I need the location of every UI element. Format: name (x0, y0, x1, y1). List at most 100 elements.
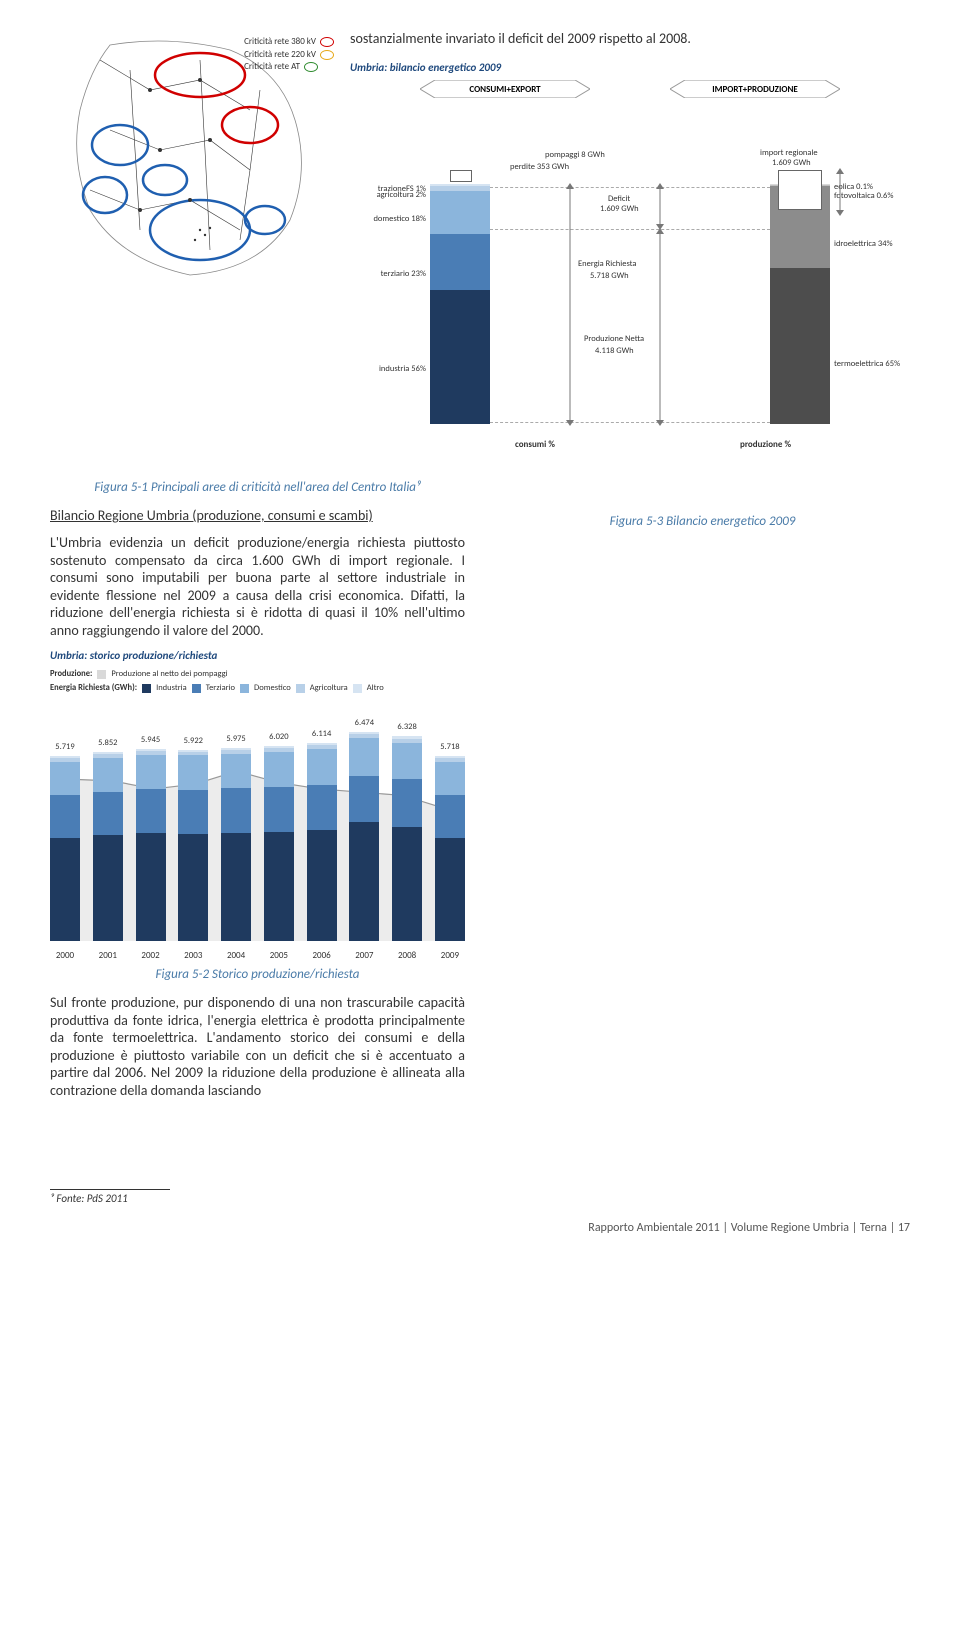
bar-value-2000: 5.719 (50, 742, 80, 752)
bar-seg (136, 833, 166, 941)
bar-seg (50, 838, 80, 942)
bar-2001: 5.852 (93, 752, 123, 941)
bar-seg (50, 795, 80, 838)
intro-paragraph: sostanzialmente invariato il deficit del… (350, 30, 910, 47)
xaxis-2009: 2009 (435, 950, 465, 961)
oval-icon (304, 62, 318, 72)
fig51-caption: Figura 5-1 Principali aree di criticità … (50, 480, 465, 495)
consumi-seg-domestico (430, 191, 490, 234)
label-energia-richiesta: Energia Richiesta (578, 259, 637, 269)
bar-value-2006: 6.114 (307, 729, 337, 739)
label-importreg-val: 1.609 GWh (772, 158, 811, 168)
bar-seg (264, 787, 294, 832)
caption-consumi: consumi % (515, 439, 555, 450)
sq-icon (192, 684, 201, 693)
bar-2006: 6.114 (307, 743, 337, 941)
perdite-box (450, 170, 472, 182)
bar-seg (93, 758, 123, 792)
label-agricoltura: agricoltura 2% (350, 190, 426, 200)
bar-value-2008: 6.328 (392, 722, 422, 732)
xaxis-2001: 2001 (93, 950, 123, 961)
label-energia-richiesta-val: 5.718 GWh (590, 271, 629, 281)
bar-value-2001: 5.852 (93, 738, 123, 748)
sq-icon (240, 684, 249, 693)
bar-seg (178, 755, 208, 789)
bar-seg (349, 822, 379, 941)
bar-seg (221, 788, 251, 832)
xaxis-2002: 2002 (136, 950, 166, 961)
bar-value-2003: 5.922 (178, 736, 208, 746)
arrow-import (833, 168, 847, 216)
bar-seg (307, 749, 337, 785)
consumi-seg-terziario (430, 234, 490, 289)
label-terziario: terziario 23% (350, 269, 426, 279)
label-produzione-netta: Produzione Netta (584, 334, 644, 344)
bar-seg (221, 833, 251, 941)
label-perdite: perdite 353 GWh (510, 162, 569, 172)
legend-produzione: Produzione: Produzione al netto dei pomp… (50, 668, 465, 682)
consumi-triangle: CONSUMI+EXPORT (420, 80, 590, 98)
sq-icon (296, 684, 305, 693)
label-deficit-val: 1.609 GWh (600, 204, 639, 214)
storico-block: Umbria: storico produzione/richiesta Pro… (50, 649, 465, 961)
top-section: Criticità rete 380 kV Criticità rete 220… (50, 30, 910, 454)
bar-seg (136, 789, 166, 833)
bar-seg (307, 830, 337, 941)
oval-icon (320, 37, 334, 47)
storico-bars: 5.7195.8525.9455.9225.9756.0206.1146.474… (50, 721, 465, 941)
bar-2003: 5.922 (178, 750, 208, 942)
right-top-column: sostanzialmente invariato il deficit del… (350, 30, 910, 454)
bilancio-heading: Bilancio Regione Umbria (produzione, con… (50, 507, 465, 524)
body-columns: Figura 5-1 Principali aree di criticità … (50, 474, 910, 1109)
bar-seg (392, 779, 422, 826)
bar-seg (93, 792, 123, 836)
legend-380-label: Criticità rete 380 kV (244, 36, 316, 49)
label-deficit: Deficit (608, 194, 630, 204)
bar-seg (178, 834, 208, 941)
bar-seg (178, 790, 208, 834)
oval-icon (320, 50, 334, 60)
xaxis-2000: 2000 (50, 950, 80, 961)
arrow-prodnetta (653, 228, 667, 426)
label-pompaggi: pompaggi 8 GWh (545, 150, 605, 160)
bar-seg (307, 785, 337, 830)
dash-1 (490, 229, 770, 230)
legend-380: Criticità rete 380 kV (244, 36, 334, 49)
xaxis-2003: 2003 (178, 950, 208, 961)
map-column: Criticità rete 380 kV Criticità rete 220… (50, 30, 330, 454)
footnote: ⁹ Fonte: PdS 2011 (50, 1189, 170, 1205)
bar-seg (435, 795, 465, 838)
bar-value-2009: 5.718 (435, 742, 465, 752)
bar-seg (50, 762, 80, 795)
bar-2000: 5.719 (50, 756, 80, 941)
legend-220-label: Criticità rete 220 kV (244, 49, 316, 62)
bar-seg (392, 743, 422, 780)
tri-left-text: CONSUMI+EXPORT (469, 84, 541, 95)
criticality-map: Criticità rete 380 kV Criticità rete 220… (50, 30, 330, 290)
bar-2009: 5.718 (435, 756, 465, 941)
tri-right-text: IMPORT+PRODUZIONE (712, 84, 798, 95)
dash-0 (490, 187, 770, 188)
consumi-column (430, 184, 490, 424)
leg-industria: Industria (156, 682, 187, 696)
bar-value-2005: 6.020 (264, 732, 294, 742)
fig52-caption: Figura 5-2 Storico produzione/richiesta (50, 967, 465, 982)
caption-produzione: produzione % (740, 439, 791, 450)
label-domestico: domestico 18% (350, 214, 426, 224)
produzione-column (770, 184, 830, 424)
xaxis-2004: 2004 (221, 950, 251, 961)
label-produzione-netta-val: 4.118 GWh (595, 346, 634, 356)
import-box (778, 170, 822, 210)
bar-seg (264, 832, 294, 941)
triangle-headers: CONSUMI+EXPORT IMPORT+PRODUZIONE (350, 80, 910, 98)
dash-2 (490, 422, 770, 423)
sq-icon (142, 684, 151, 693)
bar-seg (435, 762, 465, 795)
bar-seg (435, 838, 465, 942)
import-triangle: IMPORT+PRODUZIONE (670, 80, 840, 98)
bar-value-2004: 5.975 (221, 734, 251, 744)
prod-seg-termo (770, 268, 830, 424)
right-column: Figura 5-3 Bilancio energetico 2009 (495, 474, 910, 1109)
page-footer: Rapporto Ambientale 2011 | Volume Region… (50, 1221, 910, 1235)
leg-agricoltura: Agricoltura (310, 682, 348, 696)
